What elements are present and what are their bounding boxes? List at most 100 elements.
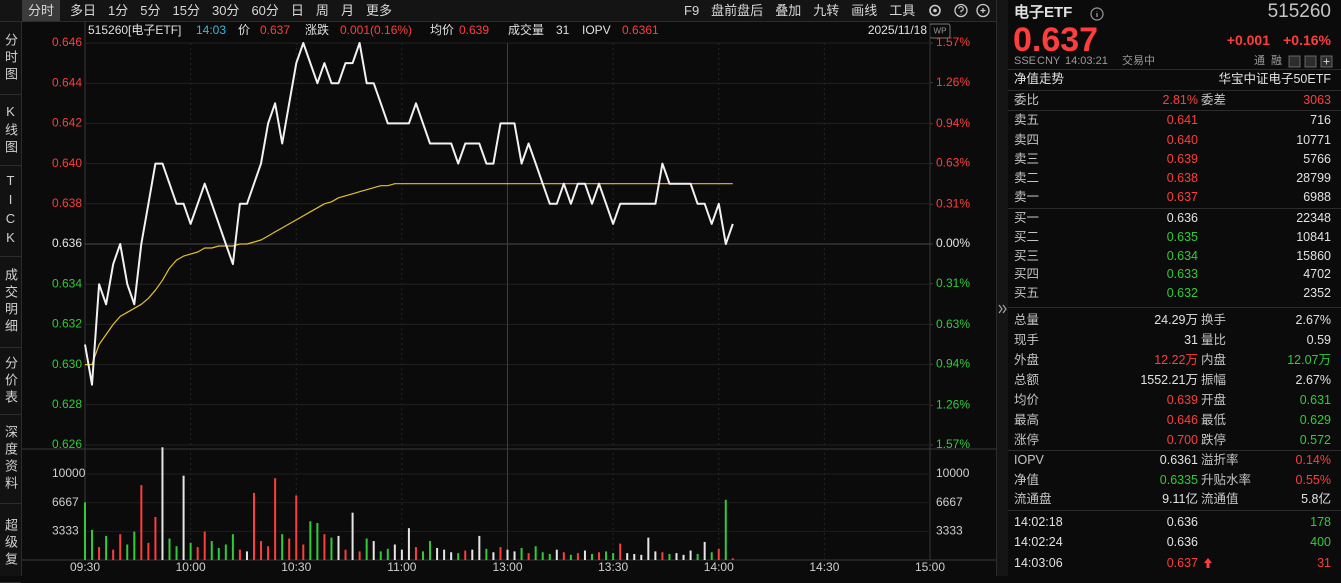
volume-bar: [91, 529, 94, 560]
side-tab[interactable]: TICK: [0, 166, 21, 257]
volume-bar: [626, 553, 629, 560]
side-tab[interactable]: K线图: [0, 95, 21, 166]
tool-button[interactable]: 叠加: [775, 3, 802, 18]
period-tab[interactable]: 多日: [70, 3, 97, 18]
quote-fund: 0.55%: [1295, 473, 1331, 487]
quote-fund: 0.6361: [1159, 453, 1198, 467]
side-tab[interactable]: 成交明细: [0, 257, 21, 348]
quote-stats: 开盘: [1201, 393, 1227, 407]
quote-stats: 12.07万: [1287, 353, 1331, 367]
tool-button[interactable]: 盘前盘后: [711, 3, 764, 18]
volume-tick-label: 6667: [52, 495, 79, 509]
quote-trades: 0.637: [1166, 556, 1198, 570]
volume-bar: [203, 531, 206, 560]
period-tab[interactable]: 周: [315, 3, 329, 18]
volume-bar: [358, 551, 361, 560]
y2-tick-label: 0.31%: [936, 196, 970, 210]
more-icon[interactable]: [976, 3, 990, 18]
volume-bar: [330, 537, 333, 560]
quote-asks: 28799: [1296, 171, 1331, 185]
settings-icon-center: [933, 8, 937, 13]
volume-bar: [717, 548, 720, 560]
side-tab[interactable]: 分价表: [0, 348, 21, 415]
period-tab[interactable]: 1分: [108, 3, 129, 18]
volume-tick-label-right: 3333: [936, 523, 963, 537]
volume-bar: [612, 553, 615, 560]
quote-fund: 0.6335: [1159, 473, 1198, 487]
period-tab[interactable]: 60分: [251, 3, 279, 18]
period-tab[interactable]: 5分: [140, 3, 161, 18]
quote-change: +0.001: [1226, 32, 1270, 48]
quote-book-summary: 委比: [1014, 93, 1040, 107]
collapse-icon[interactable]: [997, 302, 1008, 316]
period-tab[interactable]: 30分: [211, 3, 240, 18]
settings-icon[interactable]: [929, 4, 941, 17]
y-tick-label: 0.628: [52, 397, 82, 411]
period-tabs: 分时 多日 1分 5分 15分 30分 60分日周月更多: [22, 0, 398, 21]
quote-bids: 10841: [1296, 230, 1331, 244]
volume-bar: [224, 544, 227, 560]
period-tab[interactable]: 月: [340, 3, 354, 18]
tool-button[interactable]: 九转: [813, 3, 840, 18]
tool-button[interactable]: 工具: [889, 3, 916, 18]
quote-asks: 0.638: [1166, 171, 1198, 185]
y2-tick-label: 0.94%: [936, 116, 970, 130]
quote-nav-link: 净值走势: [1014, 72, 1065, 86]
quote-trades: 400: [1310, 535, 1331, 549]
quote-fund-name: 华宝中证电子50ETF: [1218, 72, 1331, 86]
side-tab[interactable]: 分时图: [0, 22, 21, 95]
volume-bar: [450, 552, 453, 560]
collapse-chevrons: [998, 304, 1007, 314]
info-avg: 0.639: [459, 23, 489, 37]
price-line: [84, 42, 734, 386]
x-tick-label: 09:30: [70, 560, 100, 574]
quote-fund: 9.11亿: [1162, 492, 1198, 506]
volume-bar: [520, 547, 523, 560]
separator: [1008, 450, 1341, 451]
volume-bar: [555, 549, 558, 560]
quote-asks: 716: [1310, 113, 1331, 127]
volume-bar: [365, 538, 368, 560]
volume-bar: [182, 475, 185, 560]
volume-bar: [245, 551, 248, 560]
separator: [1008, 69, 1341, 70]
info-icon[interactable]: [1090, 7, 1104, 21]
quote-asks: 卖二: [1014, 171, 1040, 185]
quote-bids: 买五: [1014, 286, 1040, 300]
quote-fund: 流通盘: [1014, 492, 1052, 506]
quote-code: 515260: [1267, 1, 1331, 22]
help-icon[interactable]: [954, 3, 968, 18]
side-tab[interactable]: 深度资料: [0, 415, 21, 504]
quote-bids: 买四: [1014, 267, 1040, 281]
quote-price: 0.637: [1013, 21, 1099, 59]
volume-bar: [464, 550, 467, 560]
period-tab[interactable]: 15分: [172, 3, 200, 18]
quote-fund: 升贴水率: [1201, 473, 1252, 487]
share-icon[interactable]: [1304, 55, 1317, 68]
quote-fund: 溢折率: [1201, 453, 1239, 467]
edit-icon[interactable]: [1288, 55, 1301, 68]
volume-bar: [161, 447, 164, 560]
quote-asks: 0.639: [1166, 152, 1198, 166]
quote-trades: 14:03:06: [1014, 556, 1063, 570]
volume-bar: [379, 551, 382, 560]
quote-fund: 流通值: [1201, 492, 1239, 506]
volume-bar: [583, 550, 586, 560]
x-tick-label: 14:30: [809, 560, 839, 574]
quote-stats: 外盘: [1014, 353, 1040, 367]
quote-stats: 0.572: [1299, 433, 1331, 447]
quote-stats: 2.67%: [1295, 313, 1331, 327]
period-tab[interactable]: 更多: [365, 3, 392, 18]
tool-button[interactable]: F9: [684, 3, 700, 18]
period-tab[interactable]: 分时: [22, 0, 61, 21]
quote-asks: 卖一: [1014, 190, 1040, 204]
period-tab[interactable]: 日: [290, 3, 304, 18]
quote-asks: 卖三: [1014, 152, 1040, 166]
quote-tags: 融: [1271, 55, 1282, 67]
info-change: 0.001(0.16%): [340, 23, 412, 37]
tool-button[interactable]: 画线: [851, 3, 878, 18]
volume-bar: [154, 516, 157, 560]
side-tab[interactable]: 超级复: [0, 504, 21, 583]
help-icon-glyph: [958, 6, 964, 15]
quote-trades: 14:02:24: [1014, 535, 1063, 549]
